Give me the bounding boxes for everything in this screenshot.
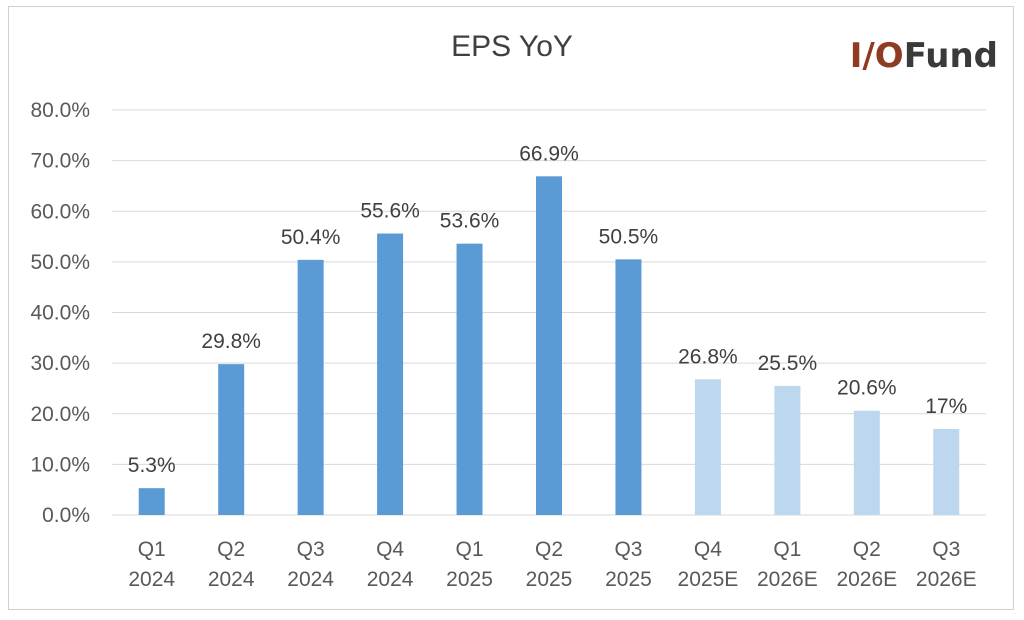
data-label: 26.8% [678, 345, 738, 368]
data-label: 29.8% [201, 330, 261, 353]
ioFund-logo: I/OFund [850, 36, 998, 76]
x-tick-label-year: 2024 [287, 568, 334, 591]
x-tick-label-quarter: Q4 [376, 538, 404, 561]
x-axis: Q1 2024 Q2 2024 Q3 2024 Q4 2024 Q1 2025 Q2 2025 Q3 20… [128, 538, 976, 591]
x-tick-label-quarter: Q2 [535, 538, 563, 561]
bar [615, 259, 642, 515]
data-label: 20.6% [837, 377, 897, 400]
x-tick-label-year: 2025 [446, 568, 493, 591]
bar [297, 259, 324, 515]
y-tick-label: 40.0% [30, 302, 90, 325]
y-tick-label: 30.0% [30, 352, 90, 375]
bar [694, 379, 721, 515]
logo-part-fund: Fund [903, 36, 998, 76]
chart-title: EPS YoY [451, 30, 573, 63]
data-label: 50.4% [281, 226, 341, 249]
x-tick-label-year: 2026E [916, 568, 977, 591]
y-tick-label: 20.0% [30, 403, 90, 426]
chart-frame [8, 6, 1014, 610]
x-tick-label-year: 2024 [208, 568, 255, 591]
x-tick-label-year: 2025 [605, 568, 652, 591]
bar [536, 176, 562, 515]
bar [933, 428, 960, 515]
data-label: 17% [925, 395, 967, 418]
y-tick-label: 50.0% [30, 251, 90, 274]
x-tick-label-year: 2026E [836, 568, 897, 591]
x-tick-label-year: 2026E [757, 568, 818, 591]
y-axis: 0.0% 10.0% 20.0% 30.0% 40.0% 50.0% 60.0% 70.0% 8… [30, 99, 90, 527]
x-tick-label-year: 2024 [367, 568, 414, 591]
bar [377, 233, 404, 515]
y-tick-label: 60.0% [30, 200, 90, 223]
y-tick-label: 70.0% [30, 150, 90, 173]
x-tick-label-quarter: Q1 [773, 538, 801, 561]
data-label: 55.6% [360, 200, 420, 223]
data-label: 66.9% [519, 142, 579, 165]
x-tick-label-quarter: Q4 [694, 538, 722, 561]
x-tick-label-quarter: Q3 [932, 538, 960, 561]
data-label: 5.3% [128, 454, 176, 477]
y-tick-label: 10.0% [30, 453, 90, 476]
x-tick-label-year: 2024 [128, 568, 175, 591]
x-tick-label-quarter: Q1 [456, 538, 484, 561]
x-tick-label-quarter: Q3 [614, 538, 642, 561]
x-tick-label-year: 2025 [526, 568, 573, 591]
x-tick-label-quarter: Q1 [138, 538, 166, 561]
bars [138, 176, 960, 515]
data-label: 53.6% [440, 210, 500, 233]
x-tick-label-quarter: Q2 [853, 538, 881, 561]
logo-part-io: I/O [849, 36, 904, 76]
data-label: 50.5% [599, 225, 659, 248]
bar [774, 385, 801, 515]
x-tick-label-year: 2025E [678, 568, 739, 591]
data-labels: 5.3% 29.8% 50.4% 55.6% 53.6% 66.9% 50.5% 26.8% 2… [128, 142, 967, 477]
y-tick-label: 0.0% [42, 504, 90, 527]
y-tick-label: 80.0% [30, 99, 90, 122]
x-tick-label-quarter: Q3 [297, 538, 325, 561]
bar [456, 243, 483, 515]
data-label: 25.5% [758, 352, 818, 375]
bar [218, 364, 245, 515]
x-tick-label-quarter: Q2 [217, 538, 245, 561]
bar [853, 410, 880, 515]
bar [138, 488, 165, 515]
